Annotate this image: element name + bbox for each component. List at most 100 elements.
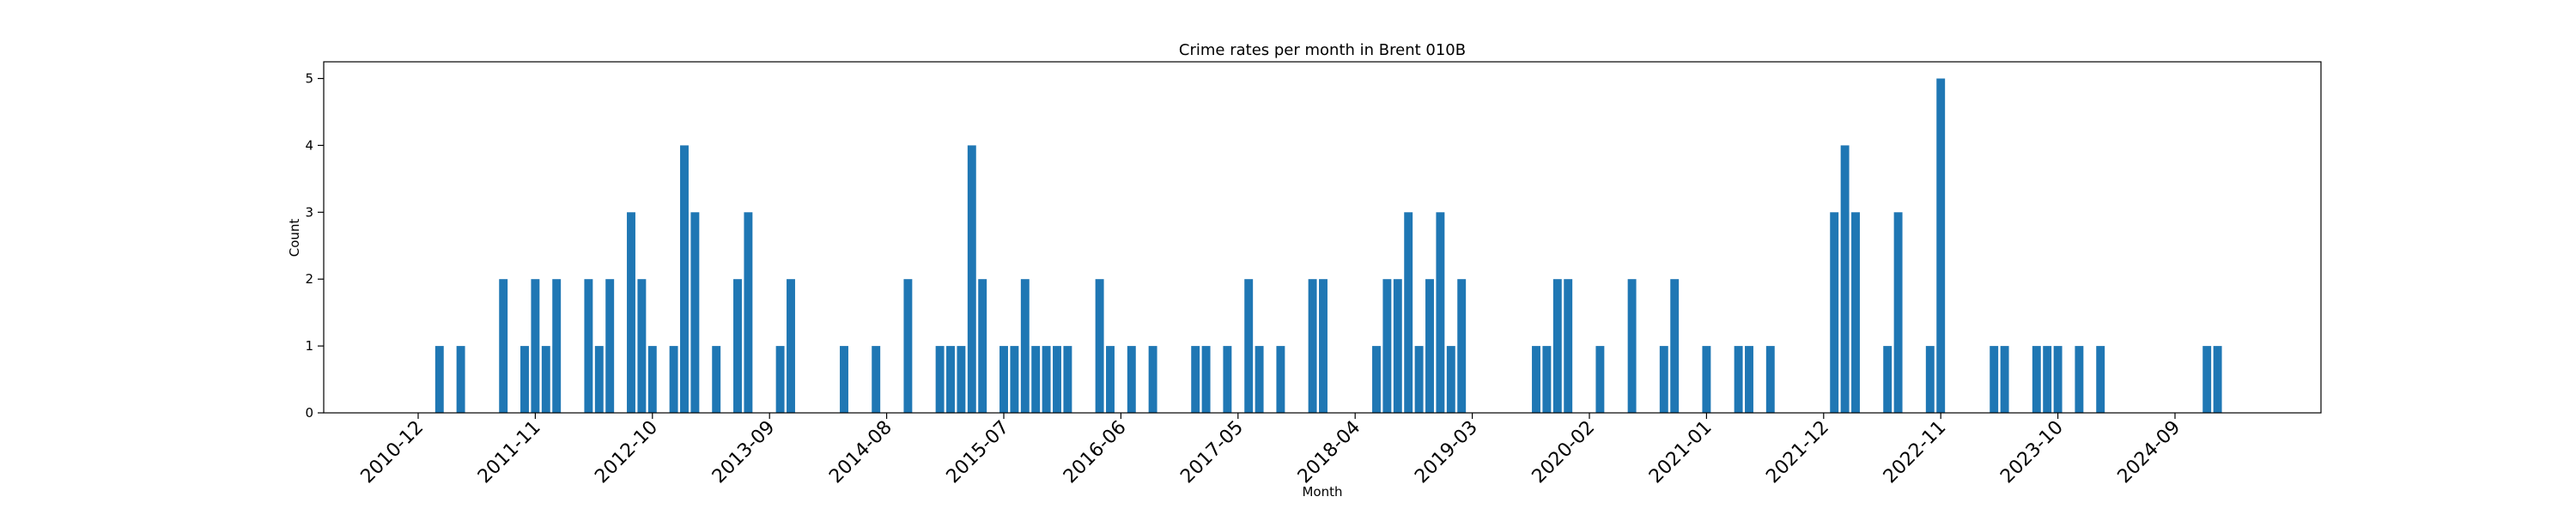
bar-2013-06 — [733, 279, 742, 413]
y-axis: 0 1 2 3 4 5 — [305, 70, 324, 421]
bar-2011-02 — [434, 346, 444, 413]
bar-2023-10 — [2053, 346, 2063, 413]
x-tick-label: 2010-12 — [357, 417, 428, 488]
bar-2013-10 — [775, 346, 785, 413]
bar-2018-12 — [1436, 212, 1445, 413]
bar-2014-04 — [840, 346, 848, 413]
x-tick-label: 2018-04 — [1294, 417, 1365, 488]
bar-2015-11 — [1042, 346, 1051, 413]
bar-2018-01 — [1319, 279, 1327, 413]
bar-2015-09 — [1020, 279, 1030, 413]
bar-2016-05 — [1106, 346, 1115, 413]
bar-2011-08 — [499, 279, 508, 413]
x-tick-label: 2023-10 — [1996, 417, 2068, 488]
x-tick-label: 2024-09 — [2114, 417, 2185, 488]
bar-2013-11 — [787, 279, 795, 413]
y-tick-label: 4 — [305, 137, 313, 153]
bar-2023-12 — [2075, 346, 2084, 413]
x-tick-label: 2014-08 — [825, 417, 896, 488]
y-tick-label: 1 — [305, 338, 313, 354]
bar-2016-04 — [1095, 279, 1104, 413]
bar-2022-06 — [1883, 346, 1893, 413]
bar-2023-05 — [2000, 346, 2009, 413]
bar-2018-11 — [1425, 279, 1434, 413]
bar-2018-08 — [1393, 279, 1402, 413]
x-tick-label: 2012-10 — [591, 417, 662, 488]
bar-2014-10 — [903, 279, 913, 413]
y-axis-label: Count — [287, 219, 302, 258]
bar-2017-09 — [1276, 346, 1285, 413]
plot-frame — [323, 61, 2322, 414]
bar-2011-04 — [456, 346, 465, 413]
bar-2013-04 — [712, 346, 721, 413]
bar-2020-10 — [1670, 279, 1680, 413]
y-tick-label: 2 — [305, 271, 313, 287]
bar-2021-04 — [1734, 346, 1743, 413]
bar-2018-06 — [1372, 346, 1381, 413]
bar-2019-09 — [1532, 346, 1540, 413]
bar-2025-01 — [2213, 346, 2222, 413]
bar-2020-03 — [1595, 346, 1605, 413]
x-tick-label: 2013-09 — [708, 417, 780, 488]
bar-2013-01 — [680, 145, 689, 413]
bar-2019-10 — [1542, 346, 1552, 413]
bar-2015-07 — [999, 346, 1008, 413]
bar-2022-03 — [1851, 212, 1860, 413]
x-tick-label: 2021-12 — [1762, 417, 1833, 488]
bar-2016-07 — [1127, 346, 1136, 413]
bar-2013-02 — [690, 212, 700, 413]
bar-2023-09 — [2043, 346, 2052, 413]
x-tick-label: 2022-11 — [1880, 417, 1951, 488]
bar-2018-09 — [1404, 212, 1413, 413]
bar-2024-02 — [2096, 346, 2105, 413]
x-tick-label: 2020-02 — [1528, 417, 1600, 488]
bar-2017-07 — [1255, 346, 1264, 413]
bar-2011-11 — [531, 279, 540, 413]
bar-2011-10 — [520, 346, 529, 413]
bar-2021-01 — [1702, 346, 1711, 413]
bar-2014-07 — [872, 346, 881, 413]
x-axis-label: Month — [1302, 484, 1342, 500]
bar-2012-05 — [594, 346, 604, 413]
bar-2012-09 — [637, 279, 647, 413]
bar-2016-09 — [1148, 346, 1157, 413]
x-tick-label: 2011-11 — [474, 417, 545, 488]
bar-2017-01 — [1191, 346, 1200, 413]
bar-2015-02 — [946, 346, 955, 413]
x-tick-label: 2016-06 — [1060, 417, 1131, 488]
bar-2017-04 — [1223, 346, 1232, 413]
bar-2019-02 — [1457, 279, 1467, 413]
y-tick-label: 5 — [305, 70, 313, 86]
x-tick-label: 2017-05 — [1176, 417, 1248, 488]
y-tick-label: 0 — [305, 405, 313, 421]
bar-2015-10 — [1031, 346, 1041, 413]
bar-2012-06 — [605, 279, 615, 413]
bar-2012-08 — [627, 212, 635, 413]
bar-2019-01 — [1446, 346, 1455, 413]
bar-2022-11 — [1936, 78, 1946, 413]
bar-2019-11 — [1552, 279, 1562, 413]
bar-2021-05 — [1745, 346, 1753, 413]
bar-2018-10 — [1414, 346, 1424, 413]
bar-2015-12 — [1053, 346, 1061, 413]
bar-2015-04 — [967, 145, 976, 413]
bar-2017-06 — [1244, 279, 1254, 413]
bars-group — [434, 78, 2222, 413]
bar-2017-12 — [1308, 279, 1317, 413]
x-tick-label: 2021-01 — [1645, 417, 1716, 488]
x-tick-label: 2015-07 — [943, 417, 1014, 488]
bar-2022-10 — [1925, 346, 1935, 413]
bar-2015-08 — [1010, 346, 1019, 413]
bar-2015-05 — [978, 279, 987, 413]
bar-2023-08 — [2032, 346, 2041, 413]
x-tick-label: 2019-03 — [1411, 417, 1482, 488]
bar-2011-12 — [541, 346, 550, 413]
bar-2020-06 — [1627, 279, 1637, 413]
bar-2015-03 — [957, 346, 966, 413]
bar-2012-01 — [552, 279, 562, 413]
bar-2022-01 — [1830, 212, 1839, 413]
x-axis: 2010-12 2011-11 2012-10 2013-09 2014-08 2015-… — [357, 413, 2185, 488]
bar-2019-12 — [1564, 279, 1573, 413]
bar-2022-02 — [1840, 145, 1850, 413]
